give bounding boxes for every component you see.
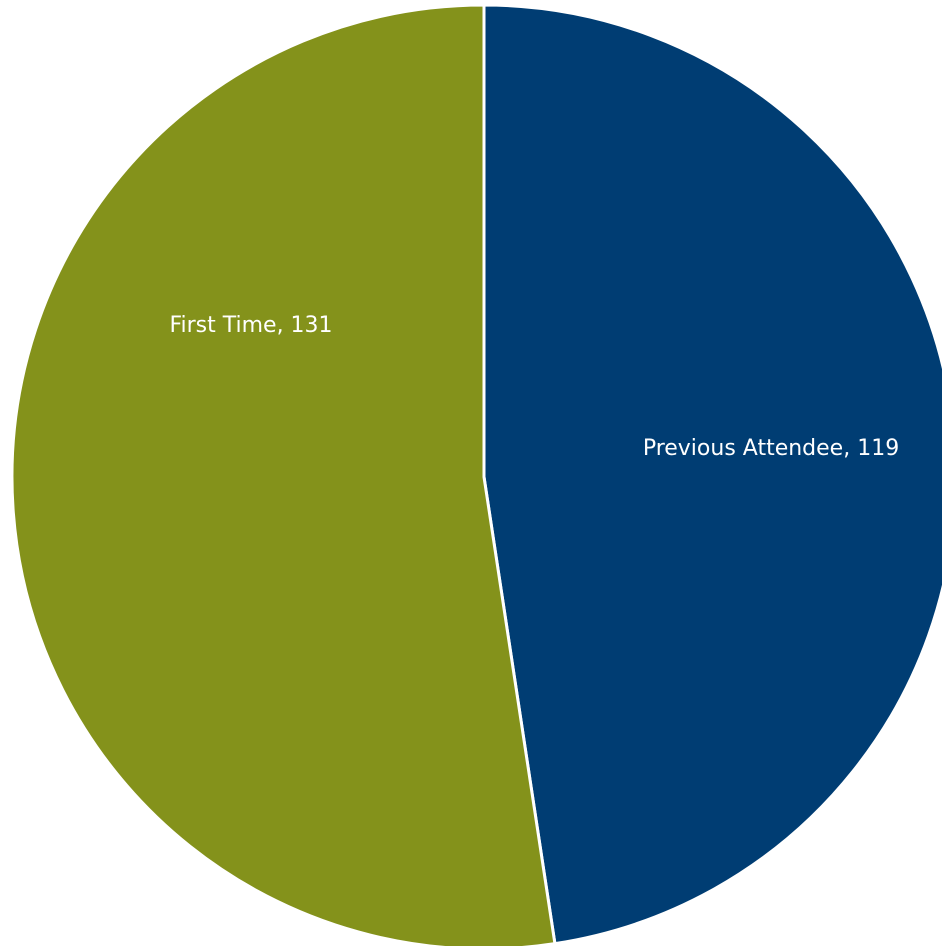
pie-slices: [10, 3, 942, 951]
pie-slice-first-time: [10, 3, 557, 951]
pie-data-labels: Previous Attendee, 119 First Time, 131: [169, 313, 899, 461]
data-label-first-time: First Time, 131: [169, 313, 332, 338]
data-label-previous-attendee: Previous Attendee, 119: [643, 436, 899, 461]
pie-slice-previous-attendee: [482, 3, 942, 946]
